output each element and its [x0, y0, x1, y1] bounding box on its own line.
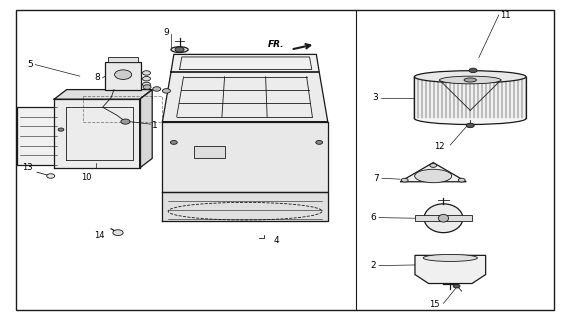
Text: 6: 6 — [370, 213, 376, 222]
Circle shape — [58, 128, 64, 131]
Text: 13: 13 — [22, 163, 32, 172]
Circle shape — [153, 87, 161, 91]
Circle shape — [453, 284, 460, 288]
Polygon shape — [171, 54, 319, 72]
Text: 11: 11 — [500, 11, 510, 20]
Circle shape — [401, 178, 408, 182]
Circle shape — [121, 119, 130, 124]
FancyBboxPatch shape — [194, 146, 225, 158]
Circle shape — [142, 71, 150, 75]
Text: 5: 5 — [27, 60, 33, 69]
Ellipse shape — [171, 47, 188, 52]
Text: 10: 10 — [82, 173, 92, 182]
Circle shape — [469, 68, 477, 73]
Circle shape — [162, 89, 170, 93]
Bar — [105, 62, 141, 90]
Polygon shape — [400, 163, 466, 182]
Bar — [17, 107, 60, 165]
Polygon shape — [140, 90, 152, 168]
Circle shape — [115, 70, 132, 79]
Text: 1: 1 — [152, 121, 158, 130]
Polygon shape — [415, 255, 486, 284]
Circle shape — [143, 85, 151, 89]
Circle shape — [113, 230, 123, 236]
Polygon shape — [54, 99, 140, 168]
Circle shape — [175, 47, 184, 52]
Ellipse shape — [438, 214, 449, 222]
Polygon shape — [162, 72, 328, 122]
Ellipse shape — [414, 71, 526, 83]
Circle shape — [142, 82, 150, 87]
Circle shape — [47, 174, 55, 178]
Text: 2: 2 — [370, 261, 376, 270]
Text: 7: 7 — [373, 174, 379, 183]
FancyBboxPatch shape — [415, 215, 472, 221]
Circle shape — [142, 76, 150, 81]
Bar — [108, 57, 138, 62]
Ellipse shape — [414, 112, 526, 124]
Polygon shape — [54, 90, 152, 99]
Text: 3: 3 — [372, 93, 378, 102]
Ellipse shape — [464, 78, 477, 82]
Ellipse shape — [439, 76, 501, 84]
Circle shape — [316, 140, 323, 144]
Ellipse shape — [423, 254, 478, 261]
Circle shape — [458, 178, 465, 182]
Text: 14: 14 — [95, 231, 105, 240]
Circle shape — [170, 140, 177, 144]
Ellipse shape — [424, 204, 463, 233]
Ellipse shape — [414, 169, 451, 183]
Text: 8: 8 — [95, 73, 100, 82]
Circle shape — [466, 123, 474, 128]
Text: 15: 15 — [430, 300, 440, 309]
Circle shape — [430, 164, 437, 167]
Polygon shape — [162, 122, 328, 192]
FancyBboxPatch shape — [414, 77, 526, 118]
Text: 4: 4 — [274, 236, 279, 245]
Text: 9: 9 — [164, 28, 169, 37]
Text: 12: 12 — [434, 142, 445, 151]
Text: FR.: FR. — [267, 40, 284, 49]
Polygon shape — [162, 192, 328, 221]
